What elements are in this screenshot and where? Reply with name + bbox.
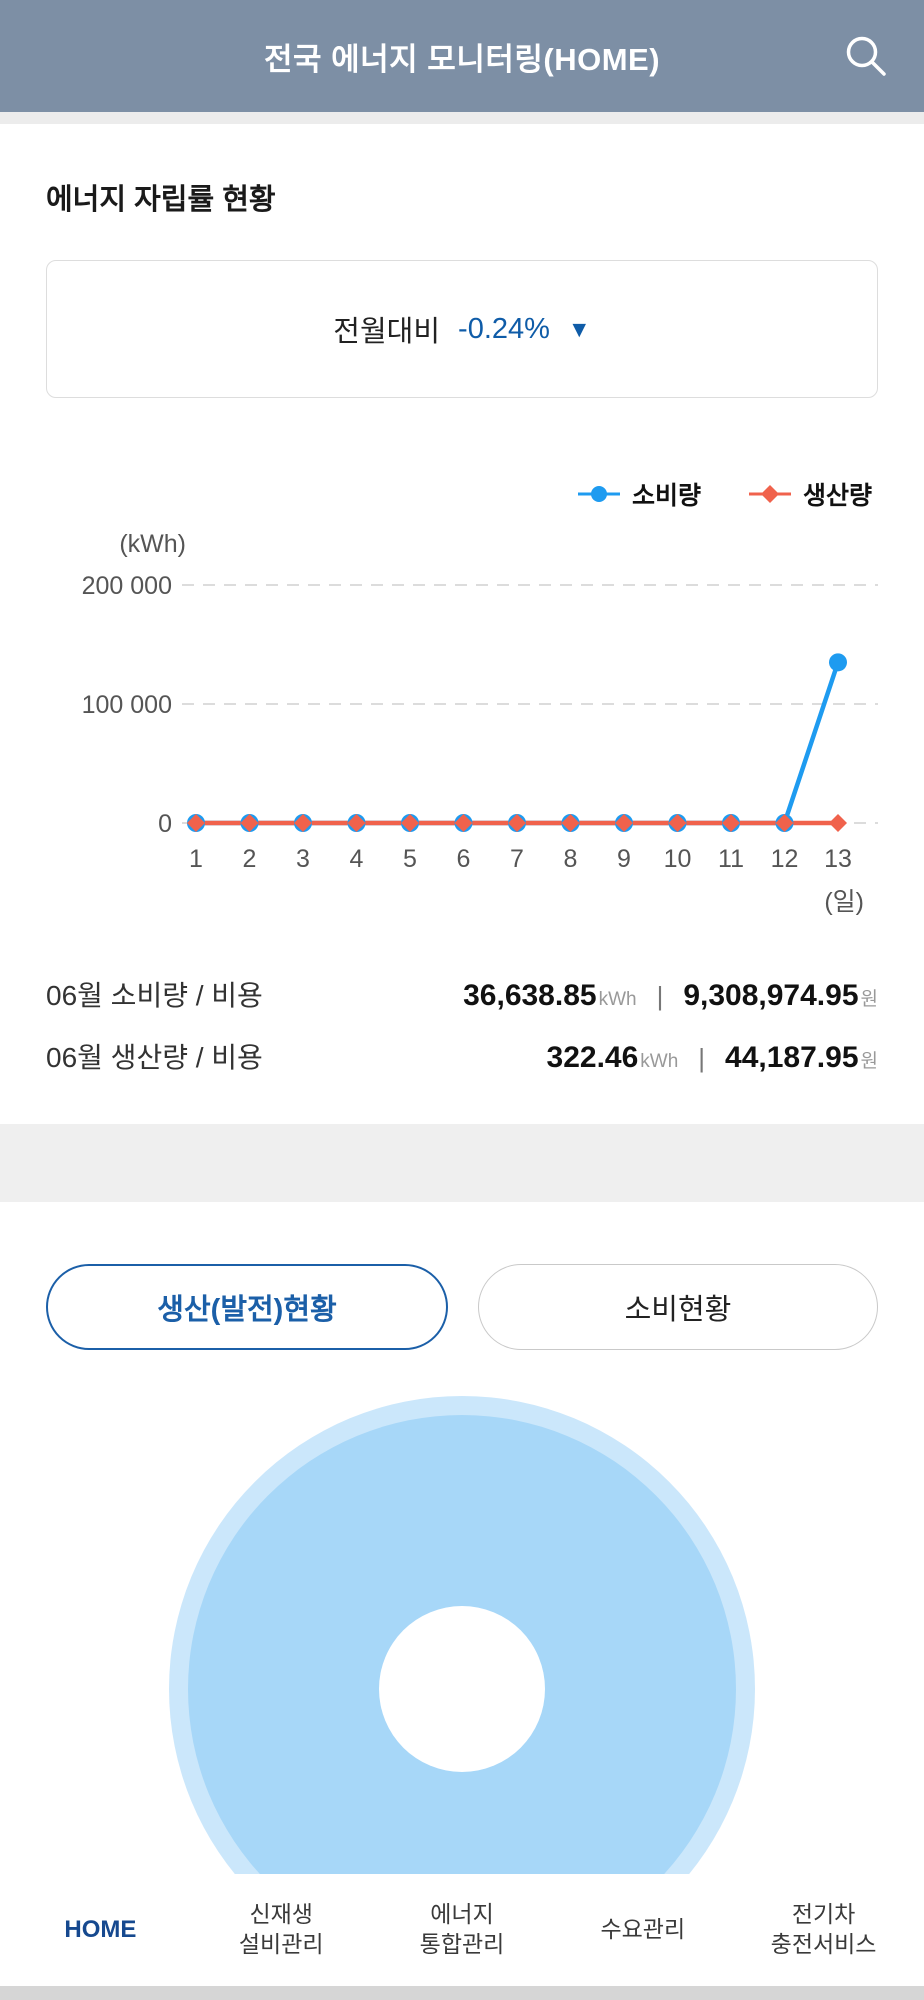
- stat-label: 06월 소비량 / 비용: [46, 980, 263, 1011]
- production-kwh-value: 322.46: [546, 1041, 639, 1074]
- nav-label: 신재생: [249, 1901, 313, 1928]
- bottom-navigation: HOME 신재생 설비관리 에너지 통합관리 수요관리 전기차 충전서비스: [0, 1874, 924, 1986]
- legend-item-production: 생산량: [747, 476, 872, 512]
- won-unit: 원: [860, 989, 878, 1010]
- kwh-unit: kWh: [598, 989, 637, 1010]
- month-comparison-card[interactable]: 전월대비 -0.24% ▼: [46, 260, 878, 398]
- production-marker-icon: [748, 485, 791, 503]
- svg-text:13: 13: [824, 845, 852, 873]
- section-divider-band: [0, 1124, 924, 1202]
- svg-text:8: 8: [564, 845, 578, 873]
- svg-text:9: 9: [617, 845, 631, 873]
- comparison-label: 전월대비: [333, 316, 441, 348]
- svg-text:4: 4: [350, 845, 364, 873]
- svg-text:6: 6: [457, 845, 471, 873]
- svg-text:2: 2: [243, 845, 257, 873]
- nav-item-energy-management[interactable]: 에너지 통합관리: [372, 1900, 553, 1960]
- kwh-unit: kWh: [640, 1051, 679, 1072]
- down-triangle-icon: ▼: [567, 315, 591, 342]
- svg-text:0: 0: [158, 810, 172, 838]
- nav-label: 통합관리: [419, 1931, 505, 1957]
- nav-label: 에너지: [430, 1901, 494, 1928]
- svg-text:3: 3: [296, 845, 310, 873]
- nav-label: 수요관리: [600, 1916, 686, 1943]
- stat-label: 06월 생산량 / 비용: [46, 1042, 263, 1073]
- consumption-marker-icon: [577, 486, 620, 502]
- legend-item-consumption: 소비량: [576, 476, 701, 512]
- tab-label: 생산(발전)현황: [157, 1294, 337, 1326]
- production-section: 생산(발전)현황 소비현황: [0, 1202, 924, 1982]
- nav-item-home[interactable]: HOME: [10, 1914, 191, 1945]
- svg-text:10: 10: [664, 845, 692, 873]
- separator: |: [656, 981, 664, 1011]
- nav-item-renewable-facility[interactable]: 신재생 설비관리: [191, 1900, 372, 1960]
- nav-label: 전기차: [791, 1901, 856, 1928]
- header-divider: [0, 112, 924, 124]
- legend-label-consumption: 소비량: [631, 482, 701, 510]
- consumption-cost-value: 9,308,974.95: [683, 979, 859, 1012]
- comparison-value: -0.24%: [458, 312, 550, 345]
- nav-label: HOME: [64, 1916, 137, 1944]
- app-header: 전국 에너지 모니터링(HOME): [0, 0, 924, 112]
- nav-label: 충전서비스: [770, 1931, 877, 1957]
- svg-text:12: 12: [771, 845, 799, 873]
- home-indicator-strip: [0, 1986, 924, 2000]
- svg-text:7: 7: [510, 845, 524, 873]
- nav-item-ev-charging[interactable]: 전기차 충전서비스: [733, 1900, 914, 1960]
- tab-label: 소비현황: [624, 1294, 732, 1326]
- svg-text:(kWh): (kWh): [119, 530, 186, 558]
- status-tabs: 생산(발전)현황 소비현황: [46, 1264, 878, 1350]
- svg-text:(일): (일): [824, 888, 864, 916]
- consumption-stat-row: 06월 소비량 / 비용 36,638.85 kWh | 9,308,974.95…: [46, 974, 878, 1014]
- production-cost-value: 44,187.95: [725, 1041, 859, 1074]
- svg-text:1: 1: [189, 845, 203, 873]
- search-icon: [846, 36, 886, 76]
- consumption-kwh-value: 36,638.85: [463, 979, 597, 1012]
- monthly-stats: 06월 소비량 / 비용 36,638.85 kWh | 9,308,974.95…: [46, 974, 878, 1124]
- tab-production-status[interactable]: 생산(발전)현황: [46, 1264, 448, 1350]
- energy-status-section: 에너지 자립률 현황 전월대비 -0.24% ▼ 소비량 생산량: [0, 176, 924, 1124]
- donut-main-ring: [188, 1415, 736, 1963]
- separator: |: [698, 1043, 706, 1073]
- nav-label: 설비관리: [238, 1931, 324, 1957]
- legend-label-production: 생산량: [802, 482, 872, 510]
- donut-hole: [379, 1606, 545, 1772]
- section-title: 에너지 자립률 현황: [46, 184, 276, 216]
- chart-legend: 소비량 생산량: [46, 476, 878, 512]
- nav-item-demand-management[interactable]: 수요관리: [552, 1915, 733, 1945]
- production-stat-row: 06월 생산량 / 비용 322.46 kWh | 44,187.95 원: [46, 1036, 878, 1076]
- page-title: 전국 에너지 모니터링(HOME): [263, 41, 661, 77]
- search-button[interactable]: [842, 32, 890, 80]
- won-unit: 원: [860, 1051, 878, 1072]
- svg-text:100 000: 100 000: [82, 691, 172, 719]
- svg-text:11: 11: [718, 845, 744, 873]
- svg-text:200 000: 200 000: [82, 572, 172, 600]
- svg-text:5: 5: [403, 845, 417, 873]
- stat-values: 36,638.85 kWh | 9,308,974.95 원: [387, 979, 878, 1013]
- tab-consumption-status[interactable]: 소비현황: [478, 1264, 878, 1350]
- stat-values: 322.46 kWh | 44,187.95 원: [428, 1041, 878, 1075]
